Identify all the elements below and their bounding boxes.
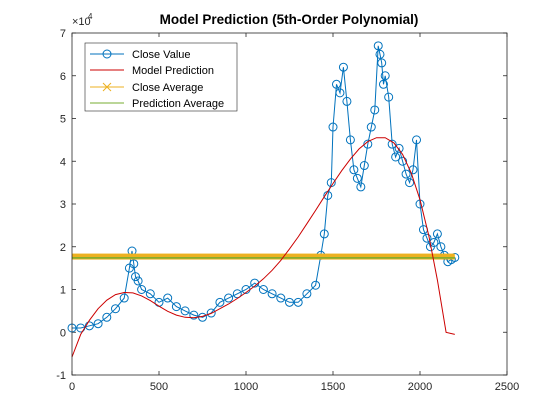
y-tick-label: -1 — [56, 370, 66, 382]
legend: Close Value Model Prediction Close Avera… — [85, 43, 237, 111]
x-tick-label: 2000 — [408, 381, 432, 393]
legend-close-average-label: Close Average — [132, 82, 203, 94]
x-tick-label: 1000 — [234, 381, 258, 393]
legend-close-label: Close Value — [132, 49, 191, 61]
x-tick-label: 1500 — [321, 381, 345, 393]
x-tick-label: 2500 — [495, 381, 519, 393]
x-tick-label: 0 — [69, 381, 75, 393]
y-multiplier-exponent: 4 — [88, 12, 93, 21]
legend-prediction-average-label: Prediction Average — [132, 98, 224, 110]
y-tick-label: 2 — [60, 242, 66, 254]
y-tick-label: 0 — [60, 327, 66, 339]
y-tick-label: 6 — [60, 71, 66, 83]
y-tick-label: 3 — [60, 199, 66, 211]
average-lines — [72, 254, 455, 260]
legend-prediction-label: Model Prediction — [132, 65, 214, 77]
y-tick-label: 4 — [60, 156, 66, 168]
y-tick-label: 1 — [60, 285, 66, 297]
y-tick-label: 7 — [60, 28, 66, 40]
x-tick-label: 500 — [150, 381, 168, 393]
chart-title: Model Prediction (5th-Order Polynomial) — [160, 12, 419, 27]
y-tick-label: 5 — [60, 114, 66, 126]
close-average-line — [72, 254, 455, 260]
